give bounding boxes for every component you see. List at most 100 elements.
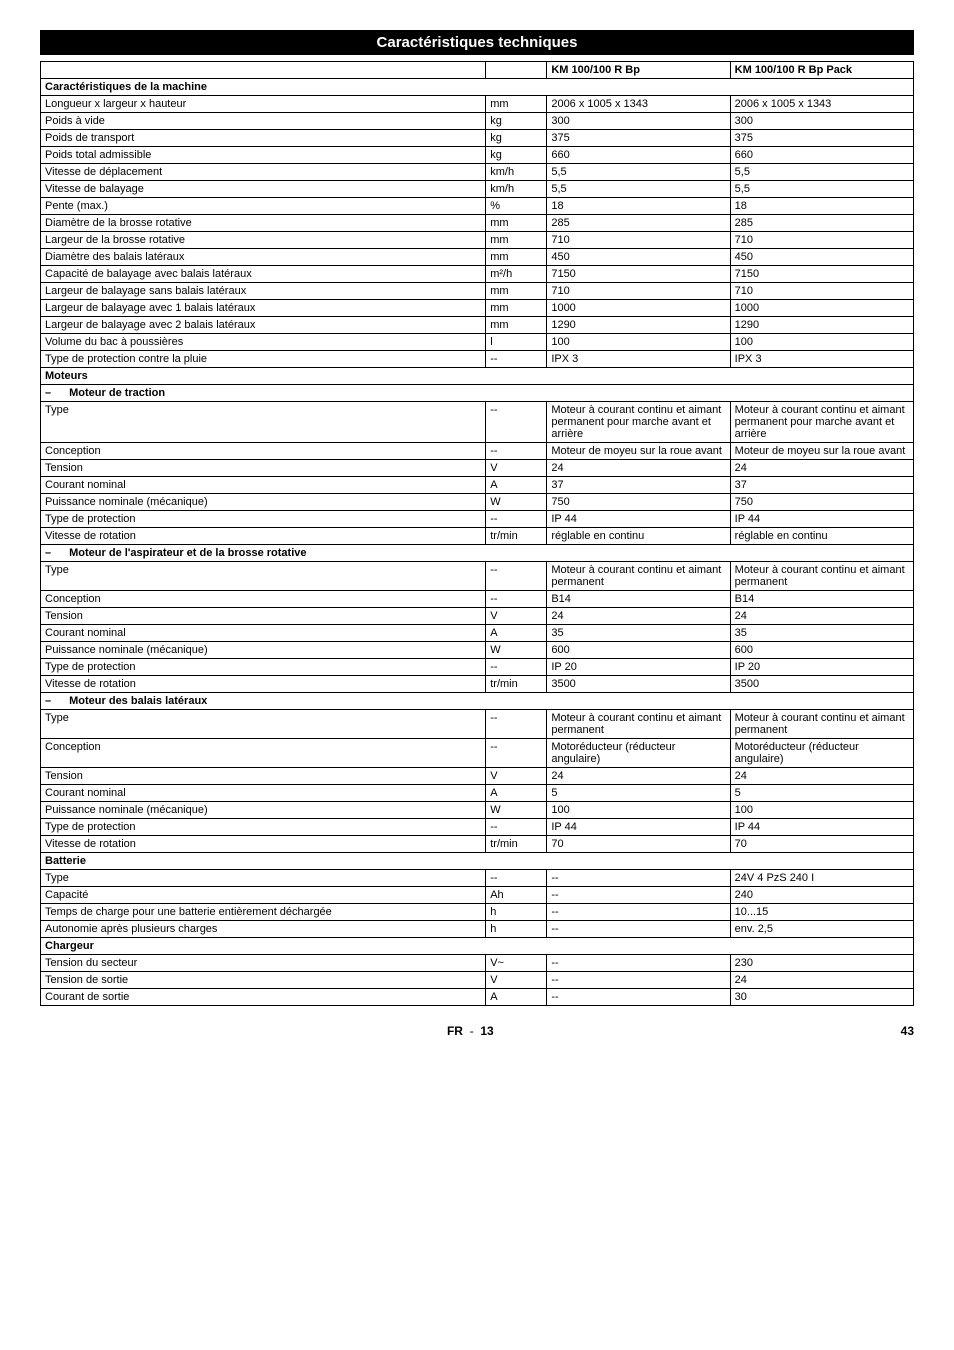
row-label: Type: [41, 870, 486, 887]
row-unit: %: [486, 198, 547, 215]
table-row: Largeur de balayage sans balais latéraux…: [41, 283, 914, 300]
row-unit: kg: [486, 147, 547, 164]
row-label: Puissance nominale (mécanique): [41, 802, 486, 819]
row-label: Vitesse de rotation: [41, 676, 486, 693]
row-value-2: 35: [730, 625, 913, 642]
row-unit: tr/min: [486, 836, 547, 853]
row-value-2: 5: [730, 785, 913, 802]
row-label: Capacité: [41, 887, 486, 904]
row-value-1: --: [547, 921, 730, 938]
row-unit: mm: [486, 300, 547, 317]
row-value-2: 285: [730, 215, 913, 232]
row-unit: l: [486, 334, 547, 351]
row-unit: A: [486, 785, 547, 802]
row-value-1: IP 44: [547, 819, 730, 836]
sub-header-cell: –Moteur de traction: [41, 385, 914, 402]
row-value-1: 600: [547, 642, 730, 659]
row-value-2: 24: [730, 768, 913, 785]
row-value-1: 24: [547, 608, 730, 625]
section-header-row: Chargeur: [41, 938, 914, 955]
row-value-1: --: [547, 887, 730, 904]
row-value-2: 450: [730, 249, 913, 266]
row-value-1: IPX 3: [547, 351, 730, 368]
row-unit: mm: [486, 317, 547, 334]
row-label: Vitesse de rotation: [41, 836, 486, 853]
row-label: Tension: [41, 460, 486, 477]
row-label: Type de protection: [41, 511, 486, 528]
table-row: Tension du secteurV~--230: [41, 955, 914, 972]
row-value-1: 375: [547, 130, 730, 147]
row-label: Longueur x largeur x hauteur: [41, 96, 486, 113]
table-row: Vitesse de rotationtr/min7070: [41, 836, 914, 853]
row-label: Type: [41, 402, 486, 443]
row-value-1: 3500: [547, 676, 730, 693]
row-value-2: 5,5: [730, 181, 913, 198]
table-row: Largeur de la brosse rotativemm710710: [41, 232, 914, 249]
row-value-2: 5,5: [730, 164, 913, 181]
row-value-2: 30: [730, 989, 913, 1006]
row-value-2: 24V 4 PzS 240 I: [730, 870, 913, 887]
row-value-1: 750: [547, 494, 730, 511]
row-label: Conception: [41, 443, 486, 460]
row-label: Diamètre des balais latéraux: [41, 249, 486, 266]
row-value-1: 100: [547, 334, 730, 351]
row-unit: --: [486, 443, 547, 460]
row-unit: W: [486, 494, 547, 511]
table-row: Longueur x largeur x hauteurmm2006 x 100…: [41, 96, 914, 113]
row-label: Tension: [41, 608, 486, 625]
table-row: Type de protection--IP 20IP 20: [41, 659, 914, 676]
section-header-cell: Batterie: [41, 853, 914, 870]
row-value-2: 230: [730, 955, 913, 972]
row-value-2: IP 44: [730, 819, 913, 836]
table-row: TensionV2424: [41, 768, 914, 785]
row-value-2: Moteur à courant continu et aimant perma…: [730, 562, 913, 591]
table-row: Capacité de balayage avec balais latérau…: [41, 266, 914, 283]
table-row: Puissance nominale (mécanique)W100100: [41, 802, 914, 819]
table-row: Type--Moteur à courant continu et aimant…: [41, 402, 914, 443]
table-row: Vitesse de rotationtr/min35003500: [41, 676, 914, 693]
row-unit: --: [486, 351, 547, 368]
table-row: Conception--B14B14: [41, 591, 914, 608]
row-label: Poids à vide: [41, 113, 486, 130]
section-header-row: Moteurs: [41, 368, 914, 385]
row-label: Courant de sortie: [41, 989, 486, 1006]
row-unit: --: [486, 659, 547, 676]
row-value-1: réglable en continu: [547, 528, 730, 545]
footer-center: FR - 13: [40, 1024, 901, 1038]
row-value-1: --: [547, 989, 730, 1006]
row-value-2: 3500: [730, 676, 913, 693]
row-value-2: 1290: [730, 317, 913, 334]
row-value-2: 750: [730, 494, 913, 511]
table-row: Courant nominalA3737: [41, 477, 914, 494]
row-label: Type de protection: [41, 819, 486, 836]
table-row: Poids à videkg300300: [41, 113, 914, 130]
table-row: Type----24V 4 PzS 240 I: [41, 870, 914, 887]
row-unit: mm: [486, 249, 547, 266]
row-value-1: 710: [547, 232, 730, 249]
row-value-1: 300: [547, 113, 730, 130]
row-label: Poids de transport: [41, 130, 486, 147]
row-value-2: Moteur de moyeu sur la roue avant: [730, 443, 913, 460]
table-row: Diamètre des balais latérauxmm450450: [41, 249, 914, 266]
table-row: Volume du bac à poussièresl100100: [41, 334, 914, 351]
section-header-cell: Caractéristiques de la machine: [41, 79, 914, 96]
row-value-1: 450: [547, 249, 730, 266]
table-row: Vitesse de balayagekm/h5,55,5: [41, 181, 914, 198]
row-value-2: 710: [730, 232, 913, 249]
row-value-2: 24: [730, 972, 913, 989]
row-label: Largeur de balayage avec 2 balais latéra…: [41, 317, 486, 334]
row-value-2: 24: [730, 608, 913, 625]
row-label: Temps de charge pour une batterie entièr…: [41, 904, 486, 921]
table-row: Conception--Motoréducteur (réducteur ang…: [41, 739, 914, 768]
header-empty-label: [41, 62, 486, 79]
row-unit: A: [486, 477, 547, 494]
sub-header-cell: –Moteur de l'aspirateur et de la brosse …: [41, 545, 914, 562]
footer-lang: FR: [447, 1024, 463, 1038]
row-value-1: IP 44: [547, 511, 730, 528]
table-row: Largeur de balayage avec 1 balais latéra…: [41, 300, 914, 317]
row-label: Vitesse de déplacement: [41, 164, 486, 181]
sub-header-cell: –Moteur des balais latéraux: [41, 693, 914, 710]
row-value-1: 2006 x 1005 x 1343: [547, 96, 730, 113]
header-model1: KM 100/100 R Bp: [547, 62, 730, 79]
row-label: Courant nominal: [41, 477, 486, 494]
